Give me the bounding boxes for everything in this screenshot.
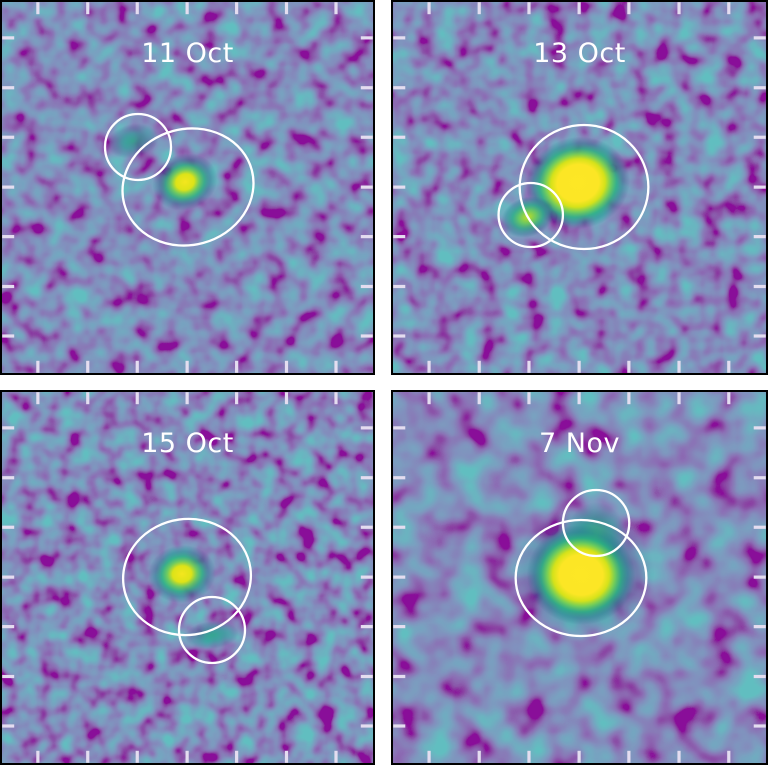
observation-panel: 7 Nov [391,390,768,765]
observation-panel: 15 Oct [0,390,375,765]
radio-map [0,390,375,765]
radio-map [0,0,375,375]
observation-panel: 13 Oct [391,0,768,375]
radio-map [391,0,768,375]
radio-map [391,390,768,765]
observation-panel: 11 Oct [0,0,375,375]
